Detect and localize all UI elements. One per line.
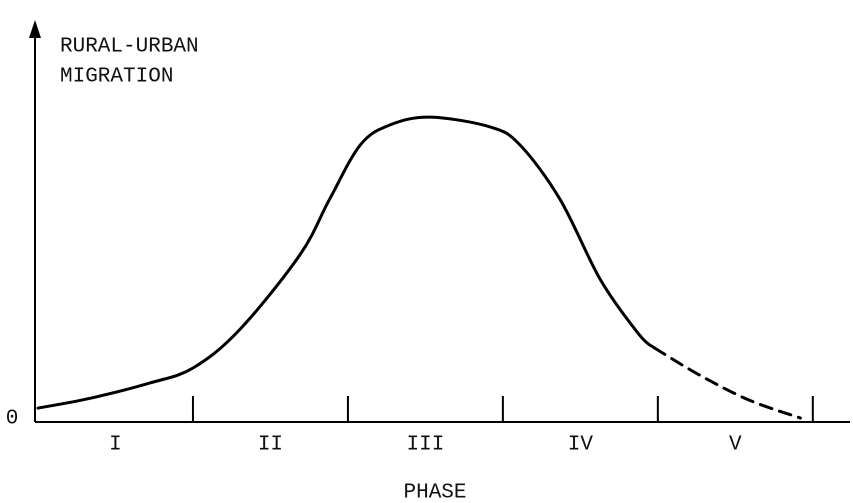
x-axis-label: PHASE [403,482,466,503]
y-tick-label: 0 [6,408,19,431]
x-category-label: IV [568,434,594,457]
x-category-label: I [109,434,122,457]
y-axis-label: MIGRATION [60,66,173,89]
y-axis-label: RURAL-URBAN [60,36,199,59]
x-category-label: II [258,434,283,457]
curve [36,115,657,410]
y-axis-arrow [29,20,41,38]
x-category-label: V [729,434,742,457]
x-category-label: III [406,434,444,457]
curve [653,346,802,420]
